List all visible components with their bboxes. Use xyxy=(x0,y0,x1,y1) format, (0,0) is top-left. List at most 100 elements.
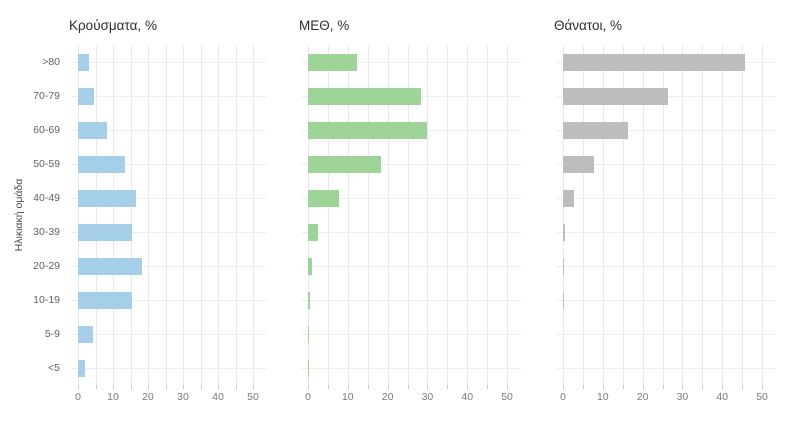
x-tick-label: 10 xyxy=(341,391,354,403)
row-gridline xyxy=(302,334,521,335)
row-gridline xyxy=(72,334,266,335)
x-tick-label: 50 xyxy=(501,391,513,403)
y-tick-label: <5 xyxy=(48,362,60,374)
y-tick-label: 40-49 xyxy=(33,192,60,204)
gridline xyxy=(467,45,469,385)
x-tick-label: 0 xyxy=(560,391,566,403)
y-tick-label: 30-39 xyxy=(33,226,60,238)
bar-60-69 xyxy=(563,121,629,139)
row-gridline xyxy=(557,232,776,233)
axis-tick xyxy=(327,385,329,389)
gridline xyxy=(563,45,564,385)
gridline xyxy=(427,45,429,385)
axis-tick xyxy=(367,385,369,389)
gridline xyxy=(682,45,684,385)
x-tick-label: 30 xyxy=(177,391,189,403)
chart-panel-1: Κρούσματα, % 0 10 20 30 40 50 xyxy=(69,18,266,403)
gridline xyxy=(622,45,624,385)
x-tick-label: 10 xyxy=(107,391,119,403)
bar-10-19 xyxy=(308,291,310,309)
x-tick-label: 10 xyxy=(596,391,609,403)
x-tick-label: 20 xyxy=(142,391,154,403)
chart-panel-2: ΜΕΘ, % 0 10 20 30 40 50 xyxy=(299,18,521,403)
bar-20-29 xyxy=(78,257,143,275)
x-tick-label: 50 xyxy=(247,391,259,403)
row-gridline xyxy=(302,300,521,301)
bar-30-39 xyxy=(308,223,318,241)
gridline xyxy=(148,45,149,385)
gridline xyxy=(487,45,489,385)
axis-tick xyxy=(78,385,79,389)
gridline xyxy=(702,45,704,385)
axis-tick xyxy=(130,385,132,389)
gridline xyxy=(347,45,349,385)
gridline xyxy=(78,45,79,385)
row-gridline xyxy=(302,62,521,63)
y-axis-labels: >80 70-79 60-69 50-59 40-49 30-39 20-29 10-19 5-… xyxy=(0,45,62,385)
row-gridline xyxy=(302,368,521,369)
panel-title: Θάνατοι, % xyxy=(554,18,623,33)
axis-tick xyxy=(148,385,149,389)
gridline xyxy=(387,45,389,385)
axis-tick xyxy=(762,385,764,389)
axis-tick xyxy=(582,385,584,389)
bar-70-79 xyxy=(78,87,95,105)
row-gridline xyxy=(72,130,266,131)
bar-70-79 xyxy=(563,87,668,105)
y-tick-label: 5-9 xyxy=(44,328,60,340)
axis-tick xyxy=(165,385,167,389)
row-gridline xyxy=(557,198,776,199)
x-tick-label: 0 xyxy=(75,391,81,403)
x-tick-label: 30 xyxy=(421,391,434,403)
bar-40-49 xyxy=(78,189,137,207)
gridline xyxy=(722,45,724,385)
gridline xyxy=(447,45,449,385)
bar-60-69 xyxy=(308,121,427,139)
axis-tick xyxy=(563,385,564,389)
row-gridline xyxy=(72,62,266,63)
bar-50-59 xyxy=(308,155,381,173)
gridline xyxy=(95,45,97,385)
row-gridline xyxy=(302,164,521,165)
row-gridline xyxy=(557,266,776,267)
x-tick-label: 0 xyxy=(305,391,311,403)
axis-tick xyxy=(467,385,469,389)
row-gridline xyxy=(557,164,776,165)
bar-10-19 xyxy=(563,291,564,309)
bar-30-39 xyxy=(78,223,133,241)
row-gridline xyxy=(72,368,266,369)
bar->80 xyxy=(78,53,90,71)
axis-tick xyxy=(427,385,429,389)
axis-tick xyxy=(347,385,349,389)
x-tick-label: 40 xyxy=(212,391,224,403)
row-gridline xyxy=(72,198,266,199)
bar-<5 xyxy=(308,359,310,377)
row-gridline xyxy=(557,300,776,301)
bar-<5 xyxy=(78,359,85,377)
gridline xyxy=(327,45,329,385)
bar-20-29 xyxy=(308,257,312,275)
axis-tick xyxy=(308,385,309,389)
gridline xyxy=(507,45,509,385)
axis-tick xyxy=(183,385,184,389)
gridline xyxy=(308,45,309,385)
panel-title: ΜΕΘ, % xyxy=(299,18,350,33)
bar-20-29 xyxy=(563,257,565,275)
y-tick-label: >80 xyxy=(42,56,60,68)
x-tick-label: 40 xyxy=(461,391,474,403)
gridline xyxy=(662,45,664,385)
axis-tick xyxy=(487,385,489,389)
row-gridline xyxy=(302,266,521,267)
chart-panel-3: Θάνατοι, % 0 10 20 30 40 50 xyxy=(554,18,776,403)
bar-5-9 xyxy=(78,325,93,343)
gridline xyxy=(742,45,744,385)
gridline xyxy=(367,45,369,385)
row-gridline xyxy=(302,198,521,199)
gridline xyxy=(235,45,237,385)
row-gridline xyxy=(72,96,266,97)
gridline xyxy=(113,45,114,385)
row-gridline xyxy=(557,130,776,131)
axis-tick xyxy=(113,385,114,389)
axis-tick xyxy=(622,385,624,389)
